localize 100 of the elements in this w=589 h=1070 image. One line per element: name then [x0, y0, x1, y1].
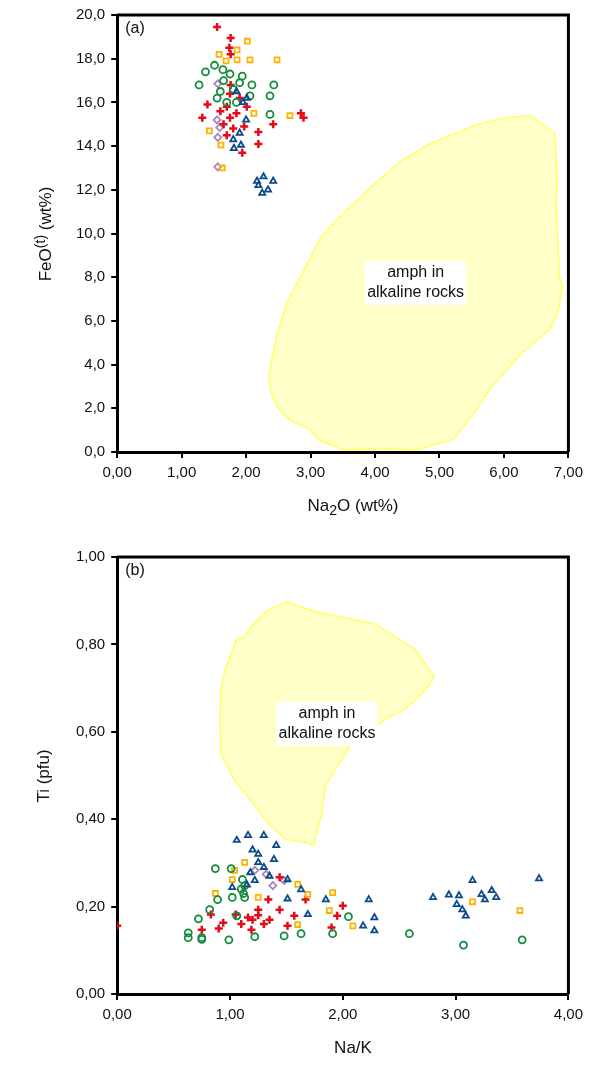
point — [444, 890, 453, 898]
point — [194, 80, 204, 90]
point — [229, 143, 238, 151]
point — [294, 921, 302, 928]
point — [248, 845, 257, 853]
point — [259, 172, 268, 180]
point — [279, 931, 289, 941]
point — [197, 112, 208, 123]
point — [215, 50, 223, 58]
point — [321, 895, 330, 903]
point — [325, 907, 333, 914]
y-tick-label: 20,0 — [75, 5, 106, 23]
point — [364, 895, 373, 903]
point — [238, 98, 247, 106]
point — [227, 893, 237, 902]
y-tick-label: 4,0 — [84, 354, 106, 372]
point — [206, 127, 213, 135]
point — [237, 71, 247, 81]
x-tick-label: 1,00 — [215, 1005, 245, 1023]
point — [212, 115, 222, 125]
x-tick-label: 6,00 — [489, 463, 519, 481]
point — [481, 895, 489, 903]
point — [517, 935, 527, 945]
y-axis-title: Ti (pfu) — [34, 749, 54, 803]
point — [344, 912, 353, 922]
point — [210, 60, 219, 70]
point — [232, 87, 241, 95]
point — [258, 188, 267, 196]
point — [202, 99, 213, 110]
annotation: amph in alkaline rocks — [278, 704, 376, 742]
point — [250, 109, 258, 117]
point — [226, 864, 236, 873]
point — [328, 929, 338, 939]
y-tick-label: 16,0 — [75, 92, 106, 110]
point — [222, 57, 230, 65]
point — [250, 875, 259, 884]
point — [231, 866, 238, 874]
point — [273, 56, 281, 64]
x-tick-label: 5,00 — [424, 463, 455, 481]
point — [254, 849, 263, 857]
point — [272, 841, 281, 849]
x-tick-label: 2,00 — [231, 463, 261, 481]
point — [239, 889, 248, 898]
point — [213, 923, 224, 934]
y-tick-label: 0,80 — [75, 634, 106, 652]
point — [213, 132, 223, 142]
point — [213, 162, 223, 172]
x-tick-label: 3,00 — [441, 1005, 471, 1023]
point — [535, 874, 544, 882]
point — [244, 830, 252, 839]
point — [218, 65, 228, 75]
y-tick-label: 6,0 — [84, 311, 106, 329]
point — [242, 115, 251, 123]
point — [283, 875, 292, 883]
y-tick-label: 1,00 — [75, 547, 106, 565]
x-tick-label: 2,00 — [328, 1005, 358, 1023]
point — [429, 893, 437, 901]
y-tick-label: 10,0 — [75, 223, 106, 241]
point — [228, 882, 237, 891]
point — [253, 176, 261, 184]
point — [329, 889, 337, 896]
point — [458, 905, 467, 913]
point — [205, 905, 215, 915]
point — [232, 835, 241, 843]
point — [183, 933, 193, 943]
x-axis-title: Na$_{2}$O (wt%) — [307, 496, 399, 519]
y-tick-label: 2,0 — [84, 398, 106, 416]
point — [468, 875, 477, 884]
point — [215, 123, 225, 132]
point — [244, 37, 251, 45]
point — [194, 914, 203, 924]
point — [265, 110, 275, 119]
point — [259, 830, 268, 839]
point — [238, 875, 247, 884]
y-tick-label: 0,0 — [84, 442, 106, 460]
point — [211, 890, 219, 897]
annotation: (b) — [125, 561, 145, 579]
point — [183, 928, 193, 938]
point — [452, 900, 461, 908]
annotation: amph in alkaline rocks — [367, 263, 465, 301]
point — [212, 93, 222, 103]
point — [261, 869, 271, 879]
point — [233, 46, 241, 54]
x-tick-label: 4,00 — [553, 1005, 583, 1023]
point — [201, 67, 210, 77]
x-tick-label: 1,00 — [167, 463, 197, 481]
point — [254, 181, 263, 189]
point — [492, 893, 501, 901]
x-axis-title: Na/K — [334, 1038, 372, 1058]
point — [213, 79, 223, 89]
point — [269, 80, 279, 90]
point — [477, 889, 486, 898]
x-tick-label: 7,00 — [553, 463, 583, 481]
point — [268, 881, 278, 891]
point — [461, 911, 470, 919]
point — [250, 932, 260, 942]
point — [279, 875, 289, 885]
y-tick-label: 0,20 — [75, 896, 106, 914]
point — [246, 56, 254, 64]
point — [469, 898, 476, 906]
